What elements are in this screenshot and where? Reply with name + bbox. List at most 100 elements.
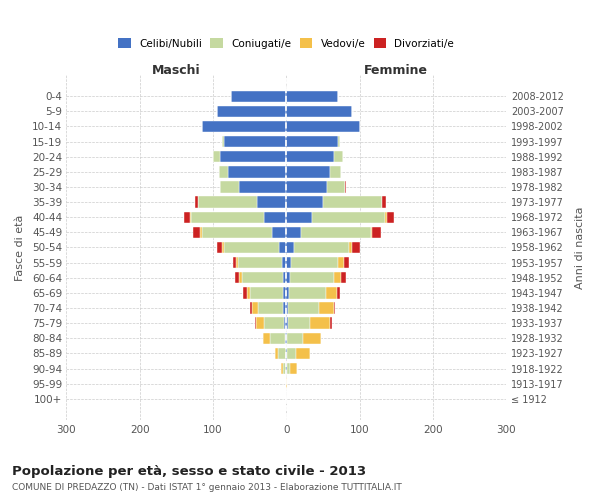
Bar [231,90,286,102]
Bar [286,378,287,390]
Bar [330,166,341,177]
Bar [286,272,290,283]
Bar [190,212,191,223]
Bar [323,196,382,208]
Bar [286,363,287,374]
Bar [293,242,349,253]
Bar [250,302,252,314]
Bar [286,302,289,314]
Bar [279,242,286,253]
Bar [286,212,312,223]
Bar [263,318,284,329]
Bar [286,226,301,238]
Bar [283,302,286,314]
Bar [312,212,385,223]
Bar [344,257,349,268]
Bar [257,196,286,208]
Bar [220,151,286,162]
Bar [224,136,286,147]
Bar [275,348,278,359]
Bar [284,318,286,329]
Bar [219,166,227,177]
Bar [334,272,341,283]
Bar [227,166,286,177]
Bar [252,302,257,314]
Bar [286,166,330,177]
Bar [337,287,340,298]
Y-axis label: Anni di nascita: Anni di nascita [575,206,585,288]
Text: Maschi: Maschi [152,64,200,76]
Bar [217,242,223,253]
Bar [223,242,224,253]
Bar [238,257,282,268]
Bar [236,257,238,268]
Bar [285,332,286,344]
Bar [338,136,340,147]
Bar [272,226,286,238]
Bar [287,332,303,344]
Bar [372,226,381,238]
Bar [286,332,287,344]
Bar [270,332,285,344]
Bar [220,182,239,192]
Bar [288,318,310,329]
Bar [385,212,386,223]
Bar [281,363,283,374]
Text: Popolazione per età, sesso e stato civile - 2013: Popolazione per età, sesso e stato civil… [12,465,366,478]
Legend: Celibi/Nubili, Coniugati/e, Vedovi/e, Divorziati/e: Celibi/Nubili, Coniugati/e, Vedovi/e, Di… [115,35,457,51]
Bar [283,287,286,298]
Bar [352,242,359,253]
Bar [286,196,323,208]
Bar [224,242,279,253]
Bar [349,242,352,253]
Bar [286,318,288,329]
Bar [191,212,264,223]
Bar [283,363,286,374]
Bar [330,318,332,329]
Bar [290,257,338,268]
Bar [303,332,322,344]
Bar [286,151,334,162]
Bar [382,196,386,208]
Bar [326,182,345,192]
Bar [287,363,290,374]
Bar [286,106,352,117]
Bar [193,226,200,238]
Bar [326,287,337,298]
Bar [213,151,220,162]
Bar [198,196,257,208]
Bar [282,257,286,268]
Bar [319,302,334,314]
Y-axis label: Fasce di età: Fasce di età [15,214,25,280]
Bar [386,212,394,223]
Bar [334,302,335,314]
Bar [286,182,326,192]
Bar [250,287,283,298]
Bar [278,348,286,359]
Bar [239,272,242,283]
Bar [286,136,338,147]
Bar [290,363,297,374]
Bar [247,287,250,298]
Bar [256,318,263,329]
Text: COMUNE DI PREDAZZO (TN) - Dati ISTAT 1° gennaio 2013 - Elaborazione TUTTITALIA.I: COMUNE DI PREDAZZO (TN) - Dati ISTAT 1° … [12,482,402,492]
Bar [289,287,326,298]
Bar [286,257,290,268]
Bar [345,182,346,192]
Bar [334,151,343,162]
Bar [283,272,286,283]
Bar [194,196,198,208]
Bar [184,212,190,223]
Bar [239,182,286,192]
Bar [286,90,338,102]
Bar [263,332,270,344]
Bar [341,272,346,283]
Bar [296,348,310,359]
Bar [217,106,286,117]
Bar [371,226,372,238]
Bar [287,348,296,359]
Bar [338,257,344,268]
Bar [290,272,334,283]
Bar [202,226,272,238]
Bar [200,226,202,238]
